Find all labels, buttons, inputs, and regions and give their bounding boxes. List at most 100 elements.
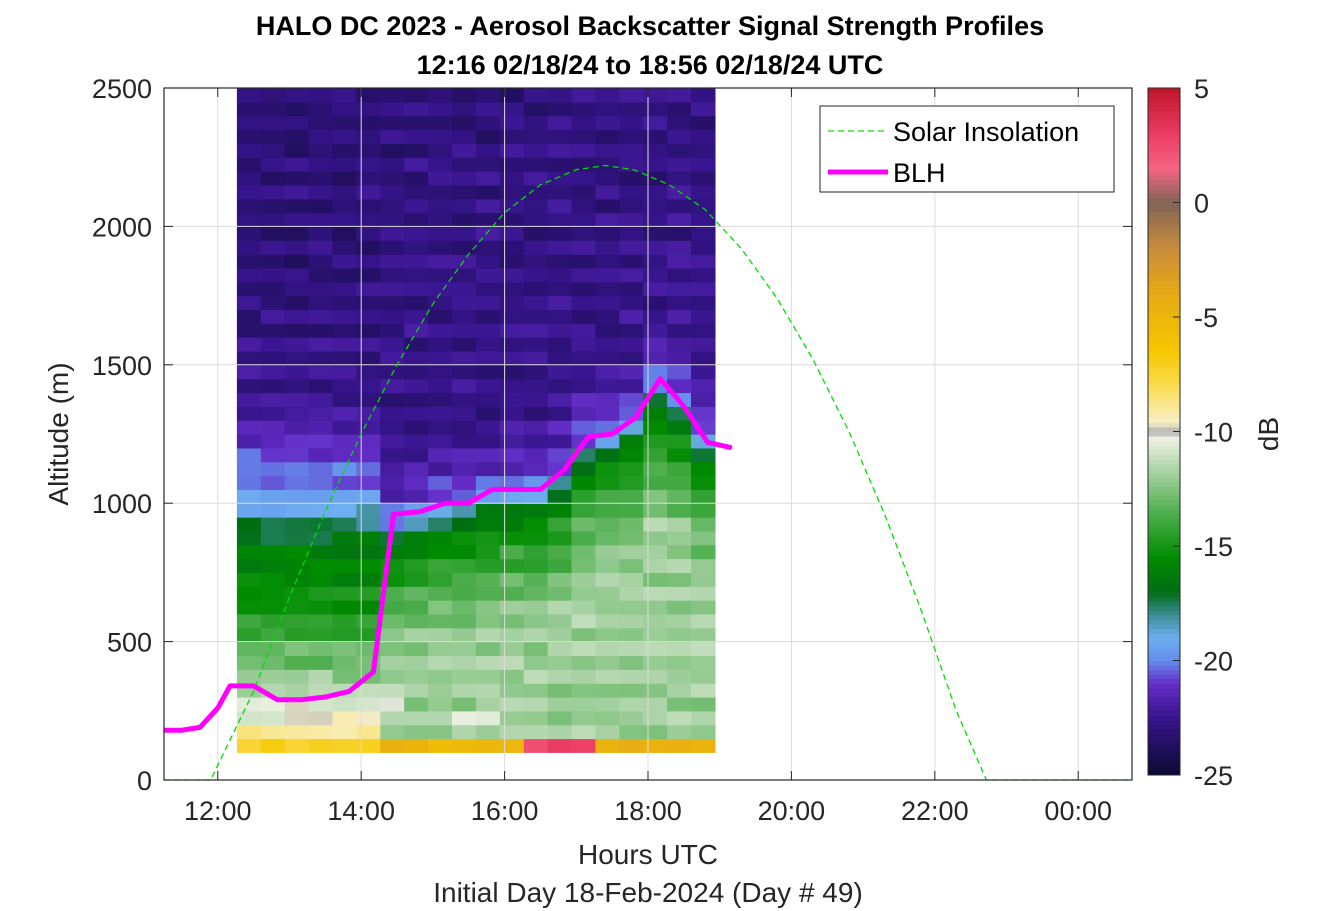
heatmap-cell <box>356 503 381 518</box>
colorbar-cell <box>1148 752 1180 758</box>
heatmap-cell <box>260 350 286 366</box>
heatmap-cell <box>571 171 597 186</box>
heatmap-cell <box>308 517 334 532</box>
colorbar-tick-label: 5 <box>1194 74 1209 104</box>
heatmap-cell <box>643 572 668 587</box>
heatmap-cell <box>667 323 692 338</box>
heatmap-cell <box>428 627 453 643</box>
heatmap-cell <box>691 683 716 698</box>
heatmap-cell <box>667 143 692 158</box>
heatmap-cell <box>332 406 358 421</box>
heatmap-cell <box>452 544 477 560</box>
heatmap-cell <box>356 184 381 200</box>
heatmap-cell <box>571 378 597 394</box>
heatmap-cell <box>452 295 477 311</box>
heatmap-cell <box>356 710 381 726</box>
heatmap-cell <box>619 517 644 532</box>
heatmap-cell <box>475 696 501 712</box>
heatmap-cell <box>260 503 286 518</box>
heatmap-cell <box>260 475 286 490</box>
heatmap-cell <box>428 489 453 504</box>
colorbar-cell <box>1148 454 1180 460</box>
colorbar-cell <box>1148 239 1180 245</box>
heatmap-cell <box>332 613 358 629</box>
heatmap-cell <box>499 226 525 241</box>
heatmap-cell <box>236 461 262 477</box>
heatmap-cell <box>571 157 597 172</box>
heatmap-cell <box>571 641 597 657</box>
colorbar-cell <box>1148 600 1180 607</box>
colorbar-cell <box>1148 623 1180 629</box>
heatmap-cell <box>643 586 668 601</box>
heatmap-cell <box>404 212 429 227</box>
heatmap-cell <box>428 683 453 698</box>
colorbar-tick-label: -25 <box>1194 761 1233 791</box>
heatmap-cell <box>619 738 644 753</box>
heatmap-cell <box>643 323 668 338</box>
heatmap-cell <box>547 337 573 352</box>
heatmap-cell <box>571 544 597 560</box>
heatmap-cell <box>499 434 525 449</box>
heatmap-cell <box>619 350 644 366</box>
heatmap-cell <box>284 738 310 753</box>
heatmap-cell <box>547 212 573 227</box>
heatmap-cell <box>475 461 501 477</box>
heatmap-cell <box>547 696 573 712</box>
heatmap-cell <box>236 475 262 490</box>
heatmap-cell <box>332 226 358 241</box>
heatmap-cell <box>452 641 477 657</box>
heatmap-cell <box>380 254 405 269</box>
heatmap-cell <box>428 364 453 380</box>
heatmap-cell <box>428 710 453 726</box>
colorbar-cell <box>1148 605 1180 611</box>
colorbar-cell <box>1148 619 1180 625</box>
heatmap-cell <box>284 240 310 255</box>
heatmap-cell <box>380 88 405 103</box>
heatmap-cell <box>595 600 620 615</box>
colorbar-cell <box>1148 523 1180 529</box>
heatmap-cell <box>595 503 620 518</box>
heatmap-cell <box>428 212 453 227</box>
heatmap-cell <box>643 683 668 698</box>
heatmap-cell <box>523 420 549 435</box>
heatmap-cell <box>475 406 501 421</box>
heatmap-cell <box>619 364 644 380</box>
chart-subtitle: 12:16 02/18/24 to 18:56 02/18/24 UTC <box>417 50 884 80</box>
heatmap-cell <box>356 530 381 546</box>
heatmap-cell <box>475 600 501 615</box>
heatmap-cell <box>475 198 501 214</box>
colorbar-cell <box>1148 532 1180 538</box>
y-tick-label: 500 <box>107 628 152 658</box>
plot-area: 12:00 14:00 16:00 18:00 20:00 22:00 00:00 0 500… <box>92 74 1133 826</box>
heatmap-cell <box>691 309 716 324</box>
heatmap-cell <box>332 171 358 186</box>
heatmap-cell <box>523 88 549 103</box>
heatmap-cell <box>236 378 262 394</box>
heatmap-cell <box>332 337 358 352</box>
colorbar-cell <box>1148 175 1180 181</box>
heatmap-cell <box>523 281 549 297</box>
heatmap-cell <box>428 143 453 158</box>
heatmap-cell <box>619 544 644 560</box>
heatmap-cell <box>236 558 262 573</box>
heatmap-cell <box>284 378 310 394</box>
heatmap-cell <box>404 434 429 449</box>
heatmap-cell <box>523 544 549 560</box>
heatmap-cell <box>595 544 620 560</box>
heatmap-cell <box>356 434 381 449</box>
heatmap-cell <box>356 586 381 601</box>
heatmap-cell <box>284 558 310 573</box>
heatmap-cell <box>260 240 286 255</box>
heatmap-cell <box>667 517 692 532</box>
heatmap-cell <box>691 115 716 131</box>
heatmap-cell <box>332 184 358 200</box>
heatmap-cell <box>452 226 477 241</box>
heatmap-cell <box>523 406 549 421</box>
heatmap-cell <box>380 669 405 684</box>
colorbar-cell <box>1148 564 1180 570</box>
heatmap-cell <box>499 254 525 269</box>
heatmap-cell <box>571 88 597 103</box>
footer-initial-day: Initial Day 18-Feb-2024 (Day # 49) <box>433 877 863 908</box>
heatmap-cell <box>452 88 477 103</box>
heatmap-cell <box>428 461 453 477</box>
